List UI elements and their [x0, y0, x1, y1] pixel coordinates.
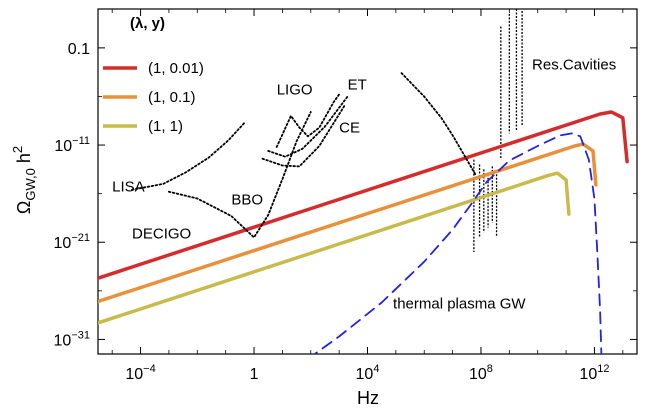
lisa-curve: [131, 120, 247, 191]
legend: (λ, y) (1, 0.01) (1, 0.1) (1, 1): [103, 15, 204, 135]
x-tick-label: 104: [356, 363, 380, 383]
y-tick-label: 10−11: [54, 135, 90, 155]
y-tick-label: 0.1: [68, 41, 90, 58]
ligo-curve: [275, 93, 341, 148]
annotation-layer: LIGO ET CE LISA BBO DECIGO Res.Cavities thermal…: [112, 56, 616, 312]
legend-label: (1, 0.1): [148, 89, 196, 106]
decigo-bbo-curve: [167, 111, 312, 239]
1-0-01-curve: [98, 110, 629, 280]
annotation-bbo: BBO: [231, 191, 263, 208]
annotation-lisa: LISA: [112, 179, 145, 196]
y-axis-title: ΩGW,0 h2: [10, 146, 38, 214]
x-tick-label: 1012: [579, 363, 609, 383]
annotation-et: ET: [348, 77, 367, 94]
x-tick-label: 10−4: [125, 363, 155, 383]
ce-curve: [267, 95, 349, 158]
legend-label: (1, 0.01): [148, 60, 204, 77]
legend-title: (λ, y): [130, 15, 165, 32]
legend-label: (1, 1): [148, 118, 183, 135]
y-tick-label: 10−21: [54, 232, 90, 252]
annotation-ligo: LIGO: [277, 82, 313, 99]
y-tick-label: 10−31: [54, 329, 90, 349]
res-cavities-curve-curve: [400, 72, 477, 176]
annotation-thermal-plasma-gw: thermal plasma GW: [393, 295, 526, 312]
x-tick-label: 1: [250, 366, 259, 383]
annotation-ce: CE: [339, 119, 360, 136]
x-tick-label: 108: [469, 363, 493, 383]
thermal-plasma-gw-curve: [313, 132, 603, 354]
et-curve: [261, 104, 346, 168]
1-0-1-curve: [98, 142, 598, 304]
annotation-decigo: DECIGO: [132, 225, 191, 242]
annotation-res-cavities: Res.Cavities: [532, 56, 616, 73]
1-1-curve: [98, 171, 571, 325]
x-axis-title: Hz: [357, 388, 379, 408]
series-layer: [98, 9, 629, 354]
